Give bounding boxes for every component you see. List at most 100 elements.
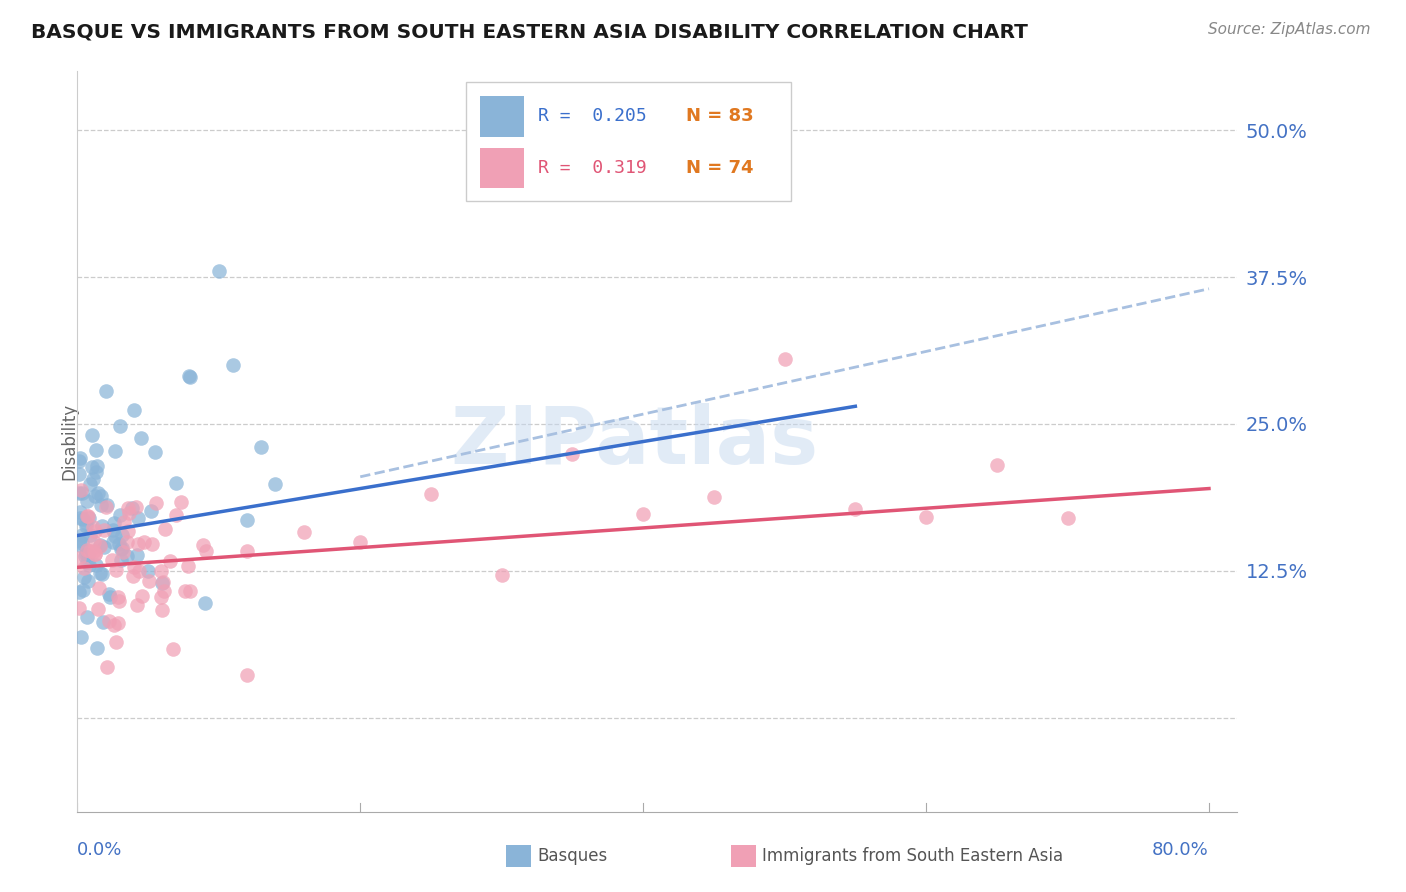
Point [250, 440, 273, 454]
Point [129, 431, 152, 445]
Point [105, 635, 128, 649]
Point [94, 384, 117, 398]
Point [104, 562, 127, 576]
Text: Source: ZipAtlas.com: Source: ZipAtlas.com [1208, 22, 1371, 37]
Point [69, 538, 91, 552]
Point [159, 554, 181, 568]
Point [152, 575, 174, 590]
Point [107, 590, 129, 604]
Point [111, 541, 134, 555]
Text: Immigrants from South Eastern Asia: Immigrants from South Eastern Asia [762, 847, 1063, 865]
Point [107, 594, 129, 608]
Point [77, 511, 100, 525]
Point [112, 545, 135, 559]
Point [76, 508, 98, 523]
Point [127, 537, 149, 551]
Point [179, 583, 201, 598]
FancyBboxPatch shape [479, 147, 524, 188]
Point [101, 523, 124, 537]
Point [131, 589, 153, 603]
Text: N = 74: N = 74 [686, 159, 754, 177]
Point [128, 564, 150, 578]
Point [87, 601, 110, 615]
Point [420, 487, 443, 501]
Point [103, 618, 125, 632]
Point [118, 506, 141, 520]
Point [112, 515, 135, 529]
Point [104, 444, 127, 458]
Point [108, 508, 131, 522]
Point [122, 569, 145, 583]
Point [98, 587, 121, 601]
Text: Basques: Basques [537, 847, 607, 865]
Point [152, 584, 174, 599]
Text: 0.0%: 0.0% [77, 841, 122, 859]
Point [82, 460, 104, 475]
Point [1056, 510, 1078, 524]
Point [70, 486, 93, 500]
Point [77, 558, 100, 572]
Point [67, 585, 90, 599]
Text: 80.0%: 80.0% [1153, 841, 1209, 859]
Point [83, 547, 105, 561]
Point [349, 534, 371, 549]
Point [122, 560, 145, 574]
Point [76, 543, 98, 558]
Point [93, 523, 115, 537]
Point [132, 534, 155, 549]
Point [165, 475, 187, 490]
Point [86, 458, 108, 473]
Point [79, 477, 101, 491]
Point [111, 527, 134, 541]
Point [82, 519, 104, 533]
Point [915, 509, 938, 524]
Point [96, 660, 118, 674]
Point [117, 501, 139, 516]
Point [70, 483, 93, 497]
Point [73, 549, 96, 563]
Point [77, 509, 100, 524]
Point [150, 575, 173, 590]
Point [75, 516, 97, 530]
Point [73, 561, 96, 575]
Point [84, 443, 107, 458]
Point [83, 544, 105, 558]
Point [90, 499, 112, 513]
Point [176, 558, 198, 573]
Point [94, 500, 117, 515]
Point [80, 428, 103, 442]
Point [195, 544, 218, 558]
Point [91, 615, 114, 629]
Point [844, 502, 866, 516]
Point [84, 524, 107, 538]
Point [138, 574, 160, 588]
Point [115, 549, 138, 563]
Point [194, 596, 217, 610]
Point [125, 500, 148, 514]
Point [631, 508, 654, 522]
Point [87, 582, 110, 596]
Point [70, 536, 93, 550]
Point [90, 489, 112, 503]
Point [141, 536, 163, 550]
Point [76, 610, 98, 624]
Point [70, 631, 93, 645]
Point [153, 522, 176, 536]
Point [72, 512, 94, 526]
Point [86, 641, 108, 656]
Point [69, 550, 91, 565]
Point [97, 614, 120, 628]
Point [86, 486, 108, 500]
Point [222, 358, 245, 372]
Point [83, 489, 105, 503]
Point [76, 493, 98, 508]
Point [96, 498, 118, 512]
Point [82, 472, 104, 486]
Point [292, 524, 315, 539]
FancyBboxPatch shape [465, 82, 790, 201]
Point [235, 668, 257, 682]
Point [115, 534, 138, 549]
Point [149, 564, 172, 578]
Point [117, 524, 139, 538]
Point [69, 451, 91, 466]
